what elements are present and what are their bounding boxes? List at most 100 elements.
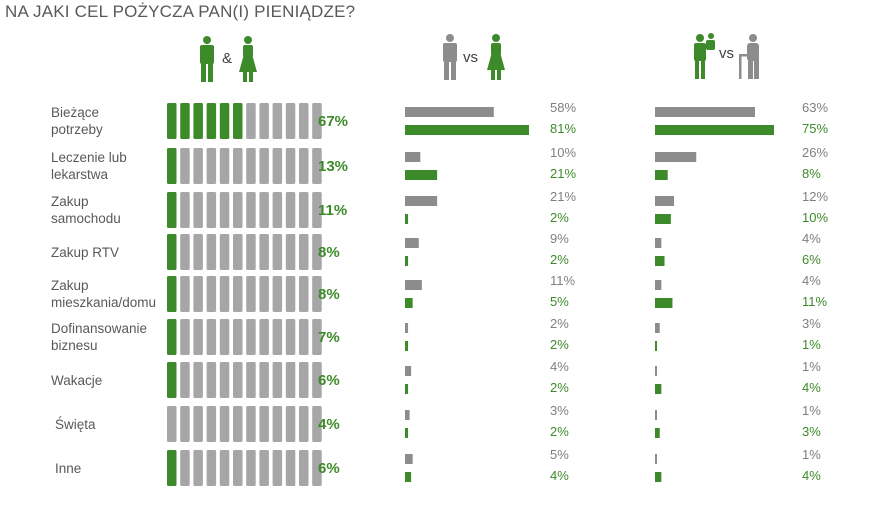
men-value-label: 9%	[550, 231, 569, 246]
segment-empty	[299, 319, 309, 355]
segment-filled	[167, 319, 177, 355]
segment-empty	[219, 192, 230, 228]
segment-empty	[180, 319, 190, 355]
women-value-label: 2%	[550, 380, 569, 395]
segment-empty	[206, 192, 217, 228]
total-percent-label: 13%	[318, 158, 348, 175]
younger-value-label: 4%	[802, 468, 821, 483]
category-label: Leczenie lub lekarstwa	[51, 150, 127, 182]
bar-women	[405, 472, 412, 482]
segment-empty	[193, 192, 203, 228]
segment-filled	[167, 234, 177, 270]
bar-older	[655, 366, 657, 376]
men-value-label: 58%	[550, 100, 576, 115]
segment-empty	[312, 319, 322, 355]
segment-filled	[167, 450, 177, 486]
total-percent-label: 7%	[318, 329, 340, 346]
men-value-label: 3%	[550, 403, 569, 418]
segment-empty	[259, 406, 269, 442]
segment-empty	[206, 450, 217, 486]
segment-empty	[272, 406, 283, 442]
bar-younger	[655, 341, 657, 351]
segment-empty	[312, 276, 322, 312]
bar-older	[655, 280, 662, 290]
bar-younger	[655, 214, 671, 224]
men-value-label: 11%	[550, 273, 575, 288]
segment-empty	[272, 148, 283, 184]
segment-empty	[246, 192, 256, 228]
bar-younger	[655, 256, 665, 266]
bar-men	[405, 196, 438, 206]
younger-value-label: 10%	[802, 210, 828, 225]
segment-empty	[219, 362, 230, 398]
women-value-label: 21%	[550, 166, 576, 181]
segment-filled	[206, 103, 217, 139]
segment-empty	[180, 192, 190, 228]
women-value-label: 81%	[550, 121, 576, 136]
bar-women	[405, 384, 409, 394]
women-value-label: 2%	[550, 210, 569, 225]
man-vs-woman-icon: vs	[443, 34, 505, 80]
segment-empty	[206, 362, 217, 398]
segment-empty	[259, 148, 269, 184]
segment-filled	[167, 103, 177, 139]
women-value-label: 2%	[550, 252, 569, 267]
bar-women	[405, 256, 409, 266]
older-value-label: 63%	[802, 100, 828, 115]
segment-empty	[193, 276, 203, 312]
category-label: Zakup samochodu	[51, 194, 121, 226]
younger-value-label: 8%	[802, 166, 821, 181]
segment-empty	[246, 362, 256, 398]
segment-empty	[219, 450, 230, 486]
segment-empty	[259, 362, 269, 398]
bar-men	[405, 238, 419, 248]
segment-empty	[259, 234, 269, 270]
segment-empty	[193, 362, 203, 398]
bar-women	[405, 125, 529, 135]
segment-empty	[285, 362, 296, 398]
bar-younger	[655, 428, 660, 438]
bar-women	[405, 214, 409, 224]
segment-empty	[272, 192, 283, 228]
segment-empty	[285, 103, 296, 139]
men-value-label: 2%	[550, 316, 569, 331]
segment-empty	[193, 406, 203, 442]
bar-older	[655, 107, 755, 117]
segment-empty	[285, 148, 296, 184]
segment-empty	[246, 103, 256, 139]
segment-empty	[259, 276, 269, 312]
bar-men	[405, 107, 494, 117]
man-and-woman-icon: &	[200, 36, 257, 82]
segment-empty	[233, 192, 243, 228]
segment-empty	[299, 192, 309, 228]
younger-value-label: 75%	[802, 121, 828, 136]
bar-older	[655, 410, 657, 420]
segment-empty	[219, 406, 230, 442]
total-percent-label: 8%	[318, 244, 340, 261]
total-percent-label: 67%	[318, 113, 348, 130]
segment-empty	[312, 192, 322, 228]
segment-empty	[180, 450, 190, 486]
segment-empty	[233, 319, 243, 355]
vs-symbol: vs	[463, 49, 478, 66]
segment-empty	[233, 406, 243, 442]
bar-older	[655, 323, 660, 333]
total-percent-label: 4%	[318, 416, 340, 433]
segment-empty	[259, 450, 269, 486]
older-value-label: 26%	[802, 145, 828, 160]
segment-empty	[206, 406, 217, 442]
bar-older	[655, 454, 657, 464]
segment-empty	[312, 148, 322, 184]
segment-filled	[167, 148, 177, 184]
segment-empty	[246, 234, 256, 270]
segment-filled	[219, 103, 230, 139]
segment-empty	[206, 148, 217, 184]
segment-empty	[299, 103, 309, 139]
segment-empty	[193, 234, 203, 270]
men-value-label: 21%	[550, 189, 576, 204]
men-value-label: 4%	[550, 359, 569, 374]
segment-empty	[233, 450, 243, 486]
bar-women	[405, 298, 413, 308]
segment-empty	[312, 362, 322, 398]
segment-empty	[272, 319, 283, 355]
